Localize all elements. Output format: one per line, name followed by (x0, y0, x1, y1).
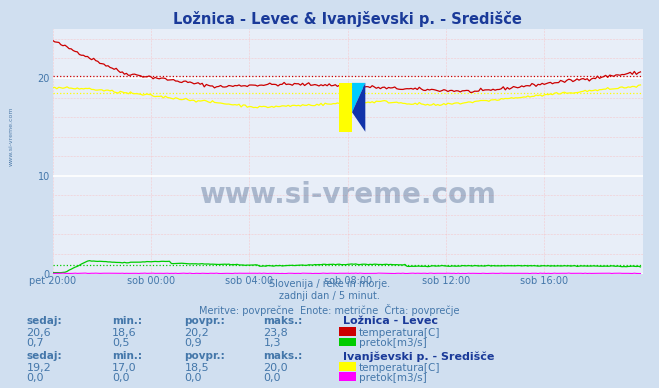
Text: maks.:: maks.: (264, 316, 303, 326)
Polygon shape (352, 83, 365, 112)
Text: temperatura[C]: temperatura[C] (359, 363, 441, 373)
Text: 0,0: 0,0 (264, 373, 281, 383)
Bar (339, 83, 352, 132)
Text: sedaj:: sedaj: (26, 316, 62, 326)
Text: 18,6: 18,6 (112, 328, 136, 338)
Text: 0,9: 0,9 (185, 338, 202, 348)
Text: 20,2: 20,2 (185, 328, 210, 338)
Text: 23,8: 23,8 (264, 328, 289, 338)
Text: 18,5: 18,5 (185, 363, 209, 373)
Text: sedaj:: sedaj: (26, 351, 62, 361)
Text: Slovenija / reke in morje.: Slovenija / reke in morje. (269, 279, 390, 289)
Text: 0,5: 0,5 (112, 338, 130, 348)
Text: pretok[m3/s]: pretok[m3/s] (359, 338, 427, 348)
Text: 17,0: 17,0 (112, 363, 136, 373)
Text: min.:: min.: (112, 351, 142, 361)
Title: Ložnica - Levec & Ivanjševski p. - Središče: Ložnica - Levec & Ivanjševski p. - Sredi… (173, 10, 522, 26)
Text: 19,2: 19,2 (26, 363, 51, 373)
Text: 0,0: 0,0 (185, 373, 202, 383)
Text: 1,3: 1,3 (264, 338, 281, 348)
Text: 0,0: 0,0 (26, 373, 44, 383)
Text: Meritve: povprečne  Enote: metrične  Črta: povprečje: Meritve: povprečne Enote: metrične Črta:… (199, 304, 460, 316)
Text: maks.:: maks.: (264, 351, 303, 361)
Text: Ložnica - Levec: Ložnica - Levec (343, 316, 438, 326)
Text: www.si-vreme.com: www.si-vreme.com (199, 181, 496, 209)
Text: Ivanjševski p. - Središče: Ivanjševski p. - Središče (343, 351, 494, 362)
Text: www.si-vreme.com: www.si-vreme.com (9, 106, 14, 166)
Text: min.:: min.: (112, 316, 142, 326)
Text: pretok[m3/s]: pretok[m3/s] (359, 373, 427, 383)
Text: zadnji dan / 5 minut.: zadnji dan / 5 minut. (279, 291, 380, 301)
Text: 20,0: 20,0 (264, 363, 288, 373)
Polygon shape (352, 83, 365, 132)
Text: 20,6: 20,6 (26, 328, 51, 338)
Text: 0,0: 0,0 (112, 373, 130, 383)
Text: temperatura[C]: temperatura[C] (359, 328, 441, 338)
Text: 0,7: 0,7 (26, 338, 44, 348)
Text: povpr.:: povpr.: (185, 351, 225, 361)
Text: povpr.:: povpr.: (185, 316, 225, 326)
